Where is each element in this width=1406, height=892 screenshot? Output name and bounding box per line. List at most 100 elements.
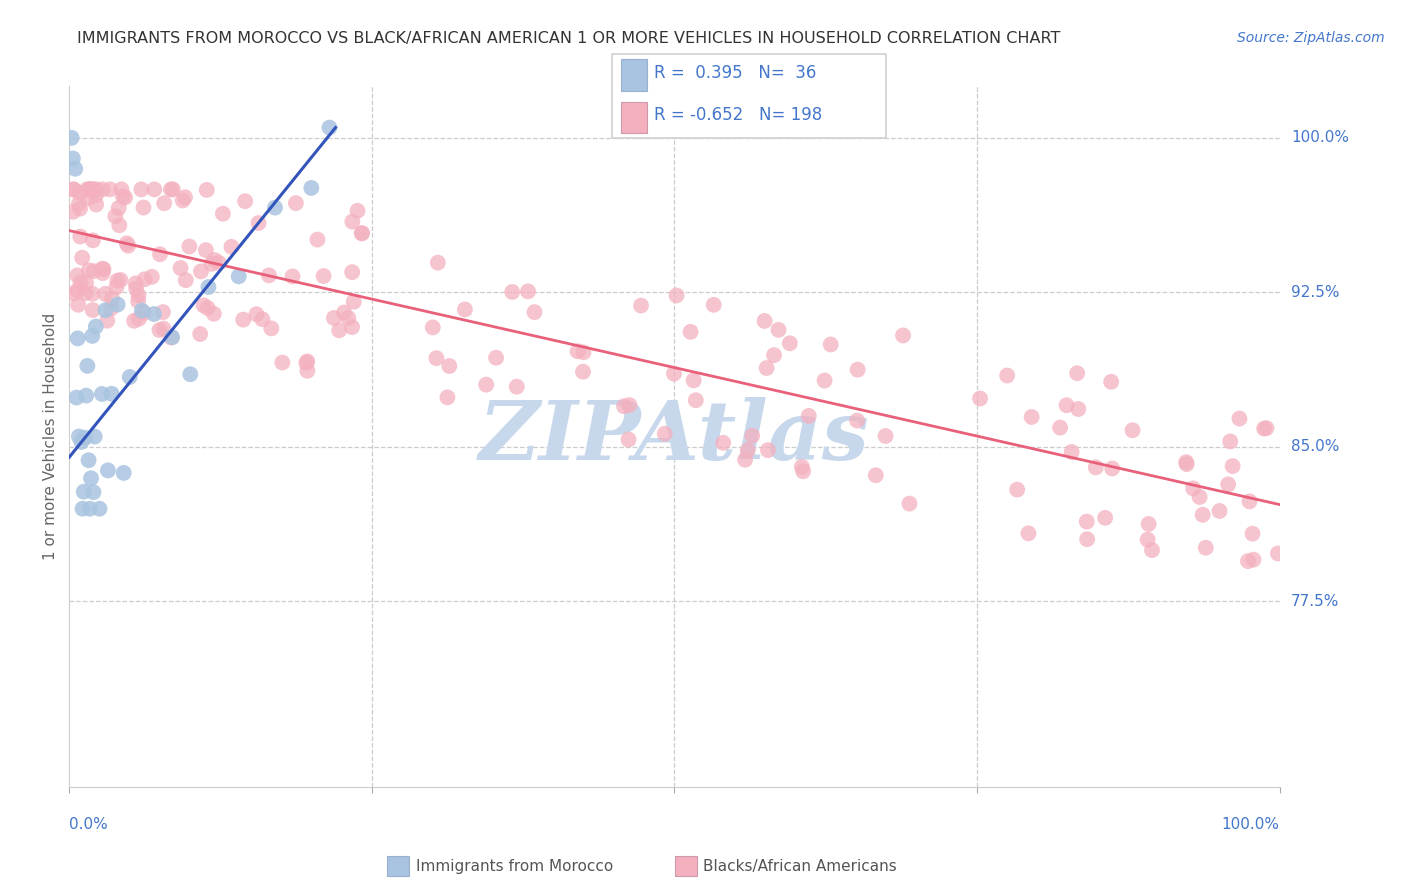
- Point: [501, 285, 523, 299]
- Point: [342, 214, 364, 228]
- Point: [755, 361, 778, 376]
- Point: [1243, 552, 1265, 566]
- Point: [131, 182, 153, 196]
- Point: [112, 466, 135, 480]
- Point: [846, 362, 869, 376]
- Point: [318, 120, 340, 135]
- Text: 100.0%: 100.0%: [1291, 130, 1348, 145]
- Point: [82, 233, 104, 247]
- Point: [174, 190, 197, 204]
- Point: [111, 189, 134, 203]
- Point: [763, 348, 786, 362]
- Point: [149, 247, 172, 261]
- Point: [754, 314, 776, 328]
- Text: 0.0%: 0.0%: [69, 817, 108, 832]
- Point: [297, 354, 319, 368]
- Point: [299, 181, 322, 195]
- Text: 92.5%: 92.5%: [1291, 285, 1340, 300]
- Point: [153, 196, 176, 211]
- Point: [197, 280, 219, 294]
- Point: [188, 326, 211, 341]
- Point: [117, 239, 139, 253]
- Point: [233, 194, 256, 209]
- Point: [115, 236, 138, 251]
- Point: [152, 321, 174, 335]
- Point: [1208, 504, 1230, 518]
- Point: [1101, 461, 1123, 475]
- Point: [122, 314, 145, 328]
- Point: [1122, 423, 1144, 437]
- Point: [82, 182, 104, 196]
- Point: [439, 359, 461, 373]
- Point: [741, 428, 763, 442]
- Point: [1239, 494, 1261, 508]
- Point: [82, 303, 104, 318]
- Point: [162, 182, 184, 196]
- Point: [1060, 445, 1083, 459]
- Point: [969, 392, 991, 406]
- Point: [322, 310, 344, 325]
- Point: [70, 434, 93, 449]
- Point: [190, 264, 212, 278]
- Point: [169, 261, 191, 276]
- Point: [72, 501, 94, 516]
- Point: [67, 186, 90, 200]
- Point: [66, 268, 89, 283]
- Text: 77.5%: 77.5%: [1291, 594, 1339, 609]
- Point: [1175, 455, 1198, 469]
- Point: [1219, 434, 1241, 449]
- Point: [679, 325, 702, 339]
- Point: [284, 196, 307, 211]
- Point: [118, 370, 141, 384]
- Point: [148, 323, 170, 337]
- Point: [1241, 526, 1264, 541]
- Text: ZIPAtlas: ZIPAtlas: [479, 397, 870, 476]
- Point: [160, 331, 183, 345]
- Point: [128, 311, 150, 326]
- Point: [77, 453, 100, 467]
- Point: [200, 257, 222, 271]
- Point: [172, 194, 194, 208]
- Point: [84, 319, 107, 334]
- Point: [77, 263, 100, 277]
- Point: [73, 431, 96, 445]
- Point: [101, 292, 124, 306]
- Point: [307, 233, 329, 247]
- Point: [65, 391, 87, 405]
- Point: [143, 182, 166, 196]
- Point: [1191, 508, 1213, 522]
- Point: [1066, 366, 1088, 380]
- Point: [69, 276, 91, 290]
- Point: [340, 265, 363, 279]
- Point: [152, 305, 174, 319]
- Point: [62, 152, 84, 166]
- Point: [271, 355, 294, 369]
- Point: [685, 393, 707, 408]
- Point: [1253, 421, 1275, 435]
- Point: [846, 413, 869, 427]
- Point: [703, 298, 725, 312]
- Point: [83, 264, 105, 278]
- Point: [517, 285, 540, 299]
- Point: [90, 387, 112, 401]
- Point: [779, 336, 801, 351]
- Point: [65, 161, 87, 176]
- Point: [132, 201, 155, 215]
- Text: 100.0%: 100.0%: [1222, 817, 1279, 832]
- Point: [104, 209, 127, 223]
- Point: [1237, 554, 1260, 568]
- Point: [125, 277, 148, 291]
- Point: [790, 459, 813, 474]
- Point: [617, 433, 640, 447]
- Point: [69, 229, 91, 244]
- Point: [619, 398, 641, 412]
- Point: [110, 273, 132, 287]
- Point: [820, 337, 842, 351]
- Point: [108, 219, 131, 233]
- Point: [1056, 398, 1078, 412]
- Point: [77, 182, 100, 196]
- Point: [62, 182, 84, 196]
- Point: [114, 190, 136, 204]
- Point: [352, 226, 374, 240]
- Point: [1195, 541, 1218, 555]
